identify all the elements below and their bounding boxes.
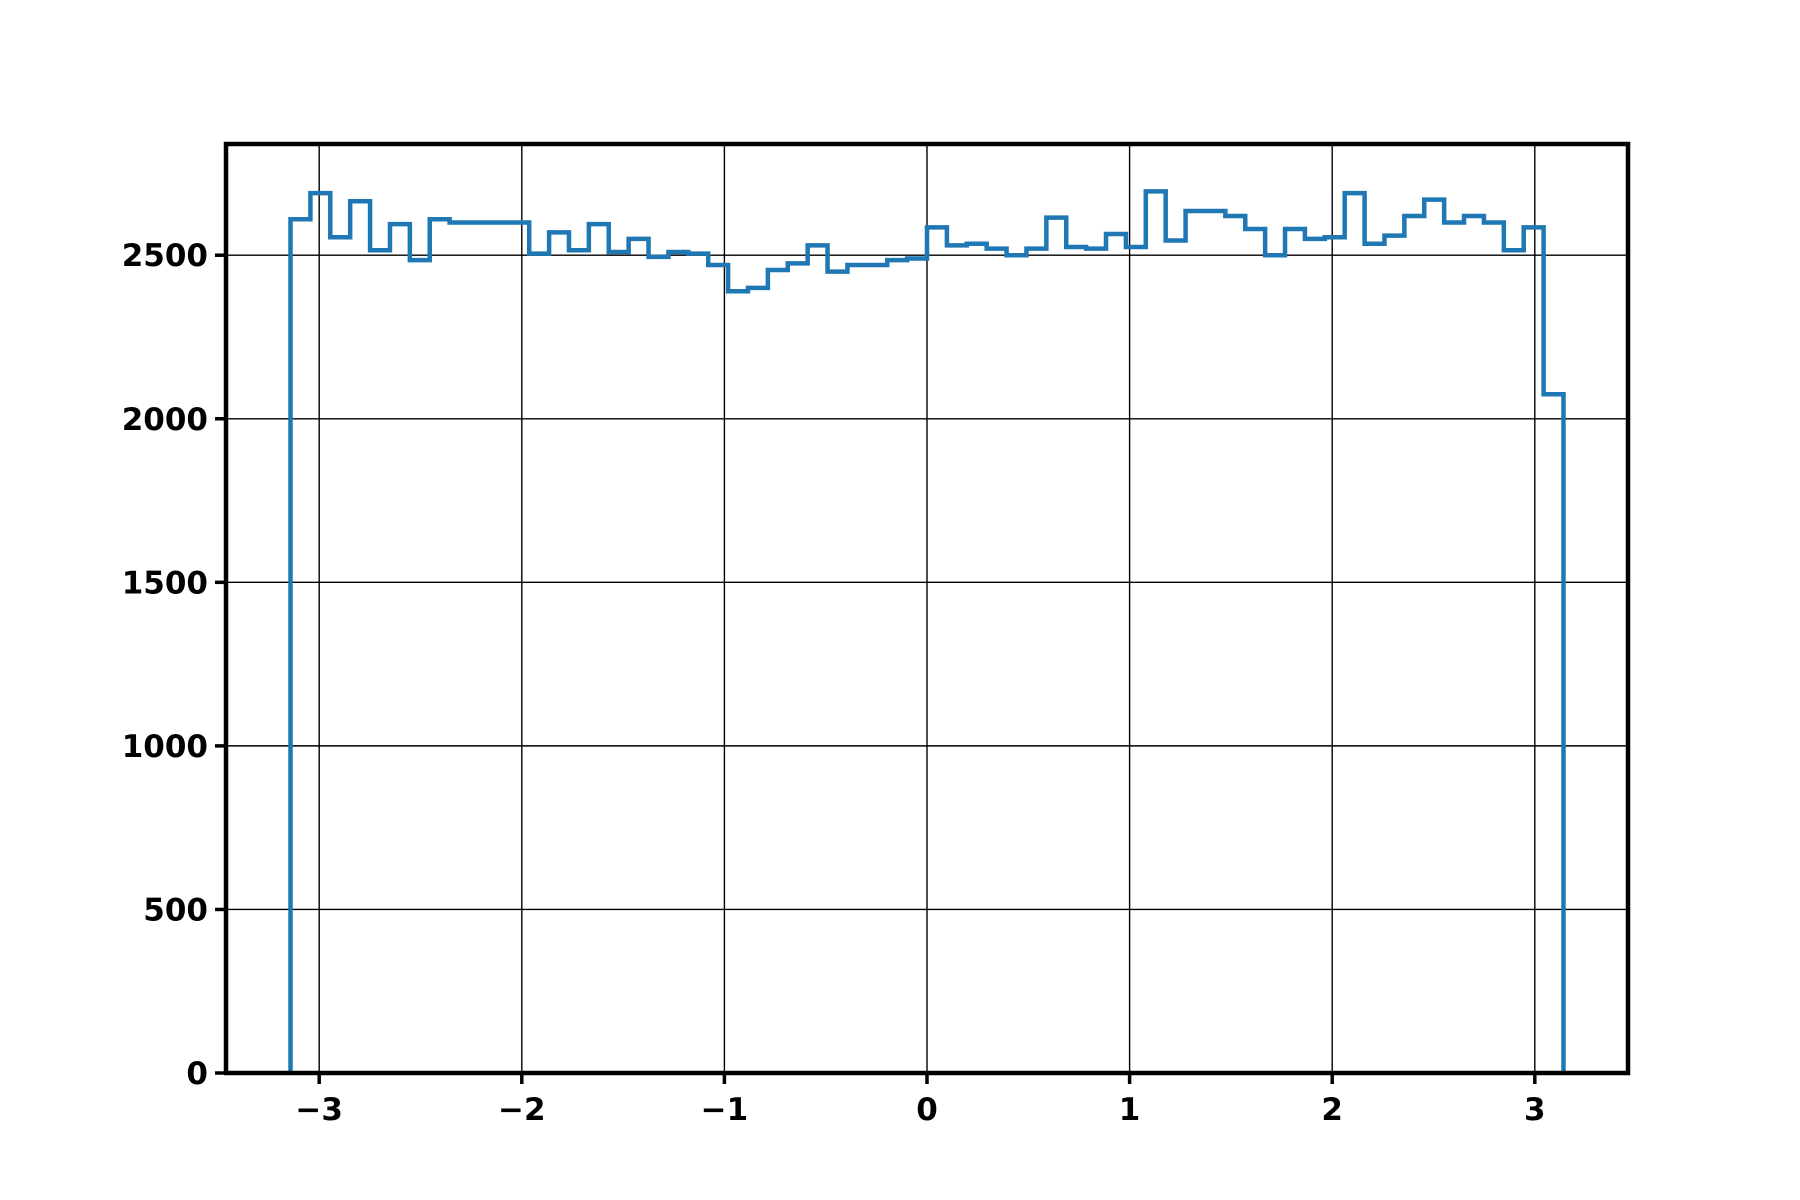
y-tick-label: 500 — [143, 892, 208, 928]
x-tick-label: −1 — [701, 1092, 749, 1128]
x-tick-label: 2 — [1321, 1092, 1343, 1128]
x-tick-label: 1 — [1119, 1092, 1141, 1128]
histogram-series — [288, 189, 1566, 1073]
tick-labels: −3 −2 −1 0 1 2 3 0 500 1000 1500 2000 2500 — [122, 238, 1546, 1128]
y-tick-label: 1000 — [122, 729, 208, 765]
x-tick-label: −3 — [295, 1092, 343, 1128]
axis-ticks — [215, 253, 1537, 1084]
y-tick-label: 1500 — [122, 565, 208, 601]
x-tick-label: 0 — [916, 1092, 938, 1128]
y-tick-label: 2500 — [122, 238, 208, 274]
x-tick-label: −2 — [498, 1092, 546, 1128]
x-tick-label: 3 — [1524, 1092, 1546, 1128]
y-tick-label: 0 — [186, 1056, 208, 1092]
histogram-step-line — [288, 189, 1566, 1073]
y-tick-label: 2000 — [122, 402, 208, 438]
